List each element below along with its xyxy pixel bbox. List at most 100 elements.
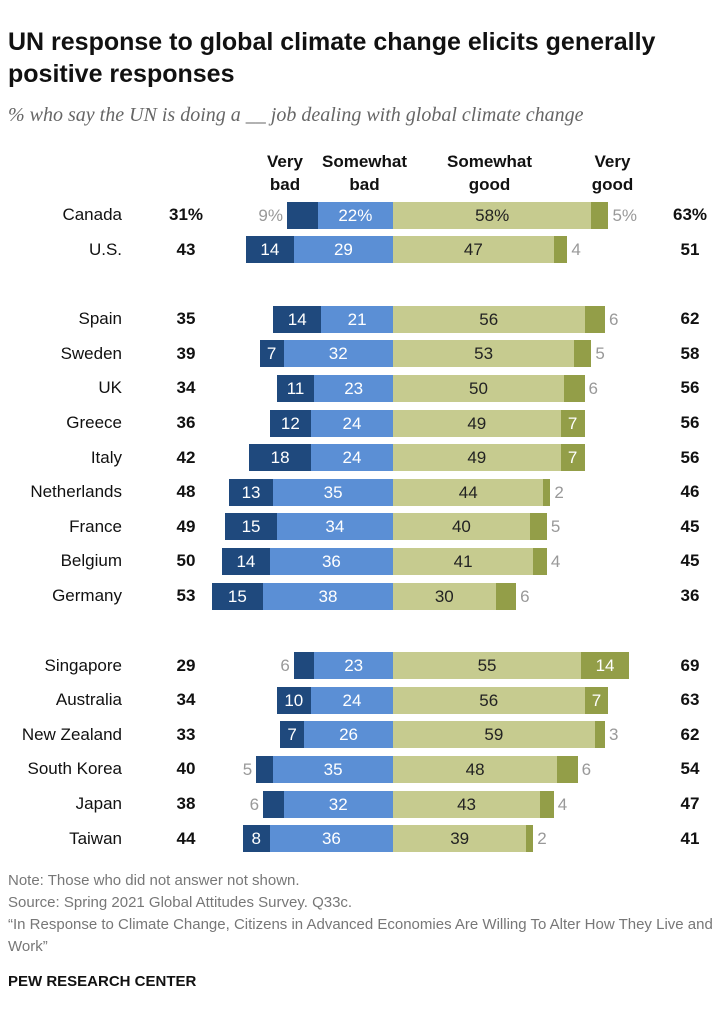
bar-somewhat-bad bbox=[283, 340, 393, 368]
net-good-value: 56 bbox=[680, 413, 700, 432]
data-label-very-bad: 15 bbox=[227, 586, 247, 606]
data-label-somewhat-good: 59 bbox=[484, 725, 504, 745]
data-label-very-good: 2 bbox=[554, 482, 564, 502]
bar-somewhat-bad bbox=[273, 478, 393, 506]
footer-note: Note: Those who did not answer not shown… bbox=[8, 872, 300, 889]
data-label-very-good: 6 bbox=[588, 378, 598, 398]
country-label: Germany bbox=[52, 586, 122, 605]
chart-title: UN response to global climate change eli… bbox=[8, 28, 656, 88]
bar-somewhat-good bbox=[393, 409, 561, 437]
bar-very-bad bbox=[259, 340, 284, 368]
country-label: U.S. bbox=[88, 239, 122, 259]
country-label: Netherlands bbox=[30, 482, 122, 502]
data-label-somewhat-good: 50 bbox=[469, 378, 488, 398]
net-good-value: 56 bbox=[680, 378, 700, 398]
bar-somewhat-good bbox=[393, 444, 561, 472]
net-bad-value: 42 bbox=[176, 447, 196, 467]
pew-logo-text: PEW RESEARCH CENTER bbox=[8, 973, 197, 990]
bar-very-bad bbox=[222, 547, 270, 575]
data-label-somewhat-good: 41 bbox=[453, 551, 473, 571]
bar-very-bad bbox=[242, 825, 270, 853]
legend-very-bad: Very bad bbox=[267, 152, 303, 194]
data-label-somewhat-bad: 21 bbox=[347, 309, 367, 329]
net-good-value: 47 bbox=[680, 794, 700, 813]
data-label-very-good: 5 bbox=[550, 517, 561, 537]
data-label-very-good: 7 bbox=[567, 413, 578, 433]
net-good-value: 62 bbox=[680, 309, 700, 329]
net-bad-value: 34 bbox=[176, 378, 196, 398]
data-label-very-good: 5% bbox=[612, 205, 638, 225]
bar-very-good bbox=[564, 374, 585, 402]
bar-somewhat-good bbox=[393, 721, 595, 749]
bar-very-bad bbox=[273, 305, 322, 333]
bar-somewhat-good bbox=[393, 582, 496, 610]
net-bad-value: 50 bbox=[176, 551, 196, 571]
bar-very-bad bbox=[293, 652, 315, 680]
country-label: UK bbox=[98, 378, 122, 398]
bar-very-bad bbox=[276, 374, 315, 402]
bar-somewhat-bad bbox=[317, 201, 393, 229]
data-label-very-good: 6 bbox=[581, 759, 592, 779]
country-label: Spain bbox=[78, 309, 122, 329]
data-label-very-bad: 5 bbox=[242, 759, 253, 779]
data-label-very-good: 7 bbox=[567, 448, 578, 468]
bar-somewhat-good bbox=[393, 790, 541, 818]
bar-very-good bbox=[584, 305, 606, 333]
bar-somewhat-bad bbox=[314, 652, 393, 680]
country-label: Sweden bbox=[60, 343, 122, 363]
data-label-somewhat-bad: 36 bbox=[321, 829, 341, 849]
country-label: Taiwan bbox=[69, 828, 122, 848]
net-good-value: 46 bbox=[680, 482, 700, 502]
bar-somewhat-good bbox=[393, 236, 554, 264]
data-label-very-bad: 13 bbox=[241, 482, 261, 502]
bar-very-bad bbox=[269, 409, 311, 437]
net-good-value: 45 bbox=[680, 551, 700, 571]
footer-source: Source: Spring 2021 Global Attitudes Sur… bbox=[8, 894, 353, 911]
bar-somewhat-good bbox=[393, 374, 564, 402]
bar-somewhat-good bbox=[393, 825, 527, 853]
bar-somewhat-bad bbox=[314, 374, 393, 402]
data-label-very-good: 4 bbox=[571, 240, 581, 260]
data-label-somewhat-good: 55 bbox=[477, 656, 497, 676]
bar-somewhat-bad bbox=[283, 790, 393, 818]
bar-very-good bbox=[553, 236, 568, 264]
data-label-somewhat-bad: 35 bbox=[323, 482, 343, 502]
net-good-value: 54 bbox=[680, 759, 700, 779]
net-bad-value: 53 bbox=[176, 586, 196, 605]
data-label-somewhat-bad: 36 bbox=[321, 551, 341, 571]
net-bad-value: 40 bbox=[176, 759, 196, 779]
bar-very-good bbox=[526, 825, 534, 853]
bar-somewhat-bad bbox=[310, 444, 393, 472]
data-label-somewhat-good: 39 bbox=[450, 829, 470, 849]
data-label-very-bad: 18 bbox=[270, 448, 290, 468]
data-label-somewhat-good: 47 bbox=[463, 240, 483, 260]
data-label-somewhat-bad: 23 bbox=[344, 656, 364, 676]
net-bad-value: 31% bbox=[168, 205, 204, 224]
legend-somewhat-bad: Somewhat bad bbox=[321, 152, 408, 194]
data-label-very-good: 14 bbox=[595, 656, 615, 676]
bar-very-bad bbox=[280, 721, 305, 749]
country-label: Australia bbox=[55, 690, 122, 710]
country-label: Japan bbox=[75, 794, 122, 813]
data-label-somewhat-bad: 32 bbox=[328, 794, 348, 814]
data-label-somewhat-bad: 38 bbox=[318, 586, 338, 606]
bar-very-good bbox=[495, 582, 517, 610]
net-good-value: 63 bbox=[680, 690, 700, 710]
data-label-very-bad: 8 bbox=[251, 829, 261, 849]
bar-somewhat-bad bbox=[269, 825, 393, 853]
net-good-value: 56 bbox=[680, 447, 700, 467]
bar-somewhat-bad bbox=[293, 236, 393, 264]
bar-somewhat-good bbox=[393, 513, 530, 541]
data-label-very-good: 4 bbox=[557, 794, 568, 814]
bar-somewhat-good bbox=[393, 201, 592, 229]
bar-somewhat-good bbox=[393, 547, 534, 575]
legend-somewhat-good: Somewhat good bbox=[446, 152, 533, 194]
data-label-very-bad: 7 bbox=[266, 344, 277, 364]
data-label-somewhat-good: 49 bbox=[467, 413, 487, 433]
data-label-somewhat-bad: 32 bbox=[328, 344, 348, 364]
bar-very-bad bbox=[211, 582, 264, 610]
footer-report: “In Response to Climate Change, Citizens… bbox=[8, 916, 713, 955]
net-good-value: 41 bbox=[680, 828, 700, 848]
bar-very-good bbox=[584, 686, 609, 714]
